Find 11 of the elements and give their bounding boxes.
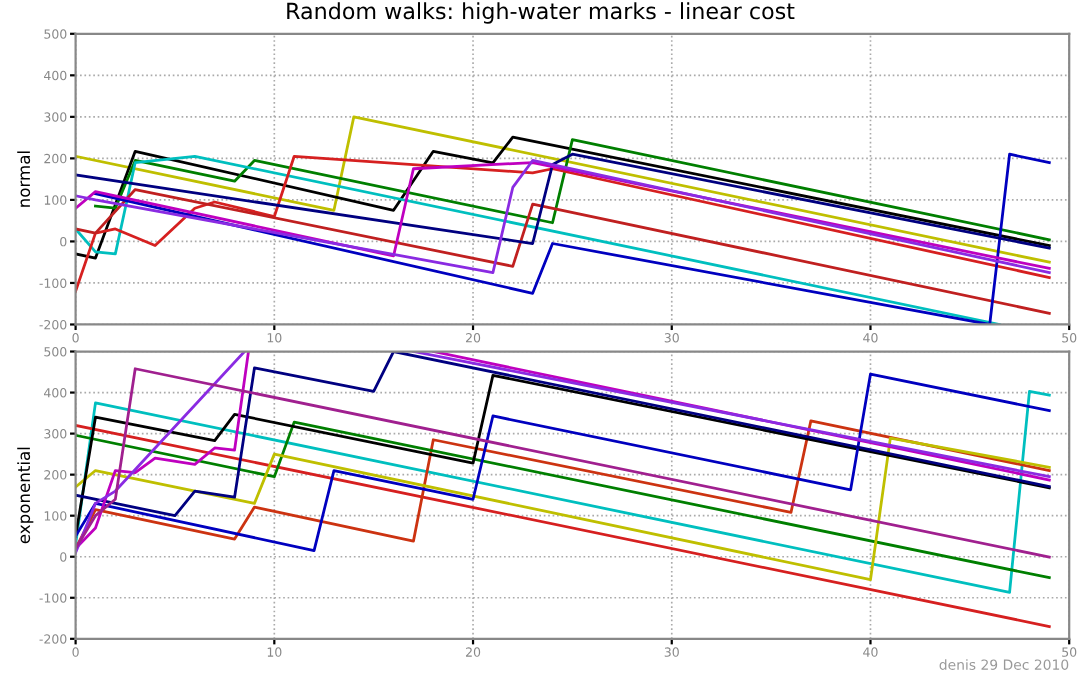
line-series	[94, 138, 1051, 242]
line-series	[75, 152, 1051, 250]
chart-title: Random walks: high-water marks - linear cost	[287, 2, 795, 24]
y-axis-title: normal	[17, 151, 31, 207]
line-series	[75, 188, 1051, 315]
line-series	[75, 351, 1051, 518]
line-series	[75, 154, 1051, 293]
line-series	[75, 135, 1051, 260]
line-series	[75, 389, 1051, 594]
line-series	[75, 115, 1051, 264]
y-axis-title: exponential	[17, 447, 34, 544]
